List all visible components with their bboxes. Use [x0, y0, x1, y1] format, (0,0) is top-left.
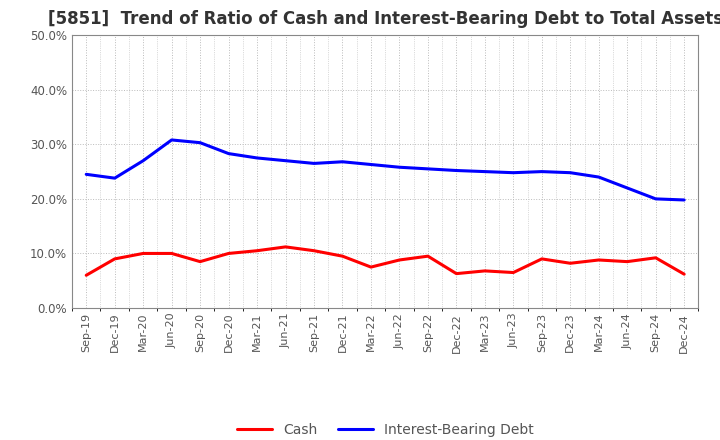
Interest-Bearing Debt — [623, 185, 631, 191]
Interest-Bearing Debt — [480, 169, 489, 174]
Interest-Bearing Debt — [196, 140, 204, 145]
Interest-Bearing Debt — [366, 162, 375, 167]
Cash — [310, 248, 318, 253]
Cash — [167, 251, 176, 256]
Interest-Bearing Debt — [595, 174, 603, 180]
Interest-Bearing Debt — [509, 170, 518, 175]
Interest-Bearing Debt — [566, 170, 575, 175]
Cash — [225, 251, 233, 256]
Cash — [652, 255, 660, 260]
Interest-Bearing Debt — [310, 161, 318, 166]
Interest-Bearing Debt — [395, 165, 404, 170]
Cash — [139, 251, 148, 256]
Interest-Bearing Debt — [452, 168, 461, 173]
Cash — [82, 273, 91, 278]
Interest-Bearing Debt — [82, 172, 91, 177]
Cash — [509, 270, 518, 275]
Cash — [480, 268, 489, 274]
Cash — [253, 248, 261, 253]
Legend: Cash, Interest-Bearing Debt: Cash, Interest-Bearing Debt — [231, 418, 539, 440]
Interest-Bearing Debt — [423, 166, 432, 172]
Interest-Bearing Debt — [110, 176, 119, 181]
Interest-Bearing Debt — [652, 196, 660, 202]
Cash — [110, 256, 119, 261]
Interest-Bearing Debt — [338, 159, 347, 165]
Interest-Bearing Debt — [282, 158, 290, 163]
Cash — [196, 259, 204, 264]
Cash — [366, 264, 375, 270]
Cash — [623, 259, 631, 264]
Line: Interest-Bearing Debt: Interest-Bearing Debt — [86, 140, 684, 200]
Line: Cash: Cash — [86, 247, 684, 275]
Cash — [395, 257, 404, 263]
Interest-Bearing Debt — [167, 137, 176, 143]
Cash — [595, 257, 603, 263]
Interest-Bearing Debt — [680, 197, 688, 202]
Interest-Bearing Debt — [537, 169, 546, 174]
Cash — [338, 253, 347, 259]
Cash — [452, 271, 461, 276]
Title: [5851]  Trend of Ratio of Cash and Interest-Bearing Debt to Total Assets: [5851] Trend of Ratio of Cash and Intere… — [48, 10, 720, 28]
Interest-Bearing Debt — [225, 151, 233, 156]
Cash — [282, 244, 290, 249]
Cash — [680, 271, 688, 277]
Cash — [566, 260, 575, 266]
Interest-Bearing Debt — [139, 158, 148, 163]
Cash — [423, 253, 432, 259]
Cash — [537, 256, 546, 261]
Interest-Bearing Debt — [253, 155, 261, 161]
